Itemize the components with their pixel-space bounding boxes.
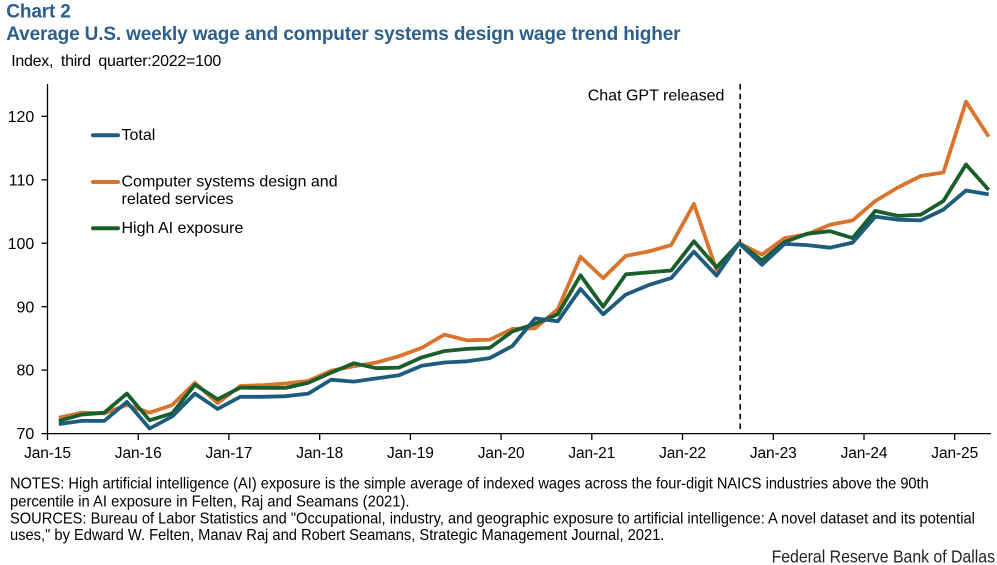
svg-text:Computer systems design and: Computer systems design and <box>122 174 338 191</box>
svg-text:Jan-16: Jan-16 <box>115 445 162 462</box>
svg-text:SOURCES: Bureau of Labor Stati: SOURCES: Bureau of Labor Statistics and … <box>10 510 975 527</box>
svg-text:70: 70 <box>17 426 35 443</box>
svg-text:Jan-24: Jan-24 <box>841 445 888 462</box>
svg-text:90: 90 <box>17 299 35 316</box>
svg-text:Jan-22: Jan-22 <box>659 445 706 462</box>
svg-text:Jan-21: Jan-21 <box>568 445 615 462</box>
svg-text:110: 110 <box>9 172 35 189</box>
svg-text:High AI exposure: High AI exposure <box>122 220 244 237</box>
svg-text:Jan-19: Jan-19 <box>387 445 434 462</box>
svg-text:Jan-18: Jan-18 <box>296 445 343 462</box>
svg-text:80: 80 <box>17 363 35 380</box>
svg-text:percentile in AI exposure in F: percentile in AI exposure in Felten, Raj… <box>10 493 410 510</box>
svg-text:120: 120 <box>8 109 35 126</box>
svg-text:uses," by Edward W. Felten, Ma: uses," by Edward W. Felten, Manav Raj an… <box>10 527 664 544</box>
svg-text:Jan-20: Jan-20 <box>478 445 525 462</box>
svg-text:Jan-23: Jan-23 <box>750 445 797 462</box>
svg-text:Jan-17: Jan-17 <box>206 445 253 462</box>
svg-text:related services: related services <box>122 191 234 208</box>
svg-text:100: 100 <box>8 236 35 253</box>
svg-text:Federal Reserve Bank of Dallas: Federal Reserve Bank of Dallas <box>772 547 995 565</box>
svg-text:NOTES: High artificial intelli: NOTES: High artificial intelligence (AI)… <box>10 475 929 492</box>
svg-text:Chat GPT released: Chat GPT released <box>588 87 725 104</box>
svg-text:Jan-15: Jan-15 <box>24 445 71 462</box>
svg-text:Chart 2: Chart 2 <box>6 2 70 23</box>
svg-text:Index, third quarter:2022=100: Index, third quarter:2022=100 <box>11 53 221 70</box>
svg-text:Average U.S. weekly wage and c: Average U.S. weekly wage and computer sy… <box>6 24 681 45</box>
svg-text:Total: Total <box>122 127 156 144</box>
svg-text:Jan-25: Jan-25 <box>931 445 978 462</box>
